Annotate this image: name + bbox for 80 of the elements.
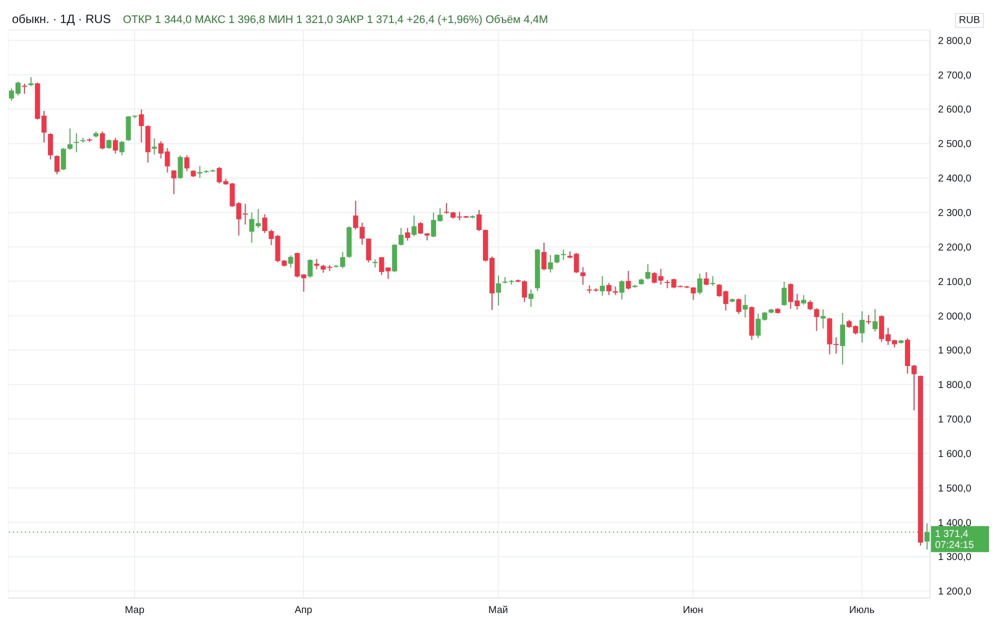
candlestick — [60, 148, 66, 171]
candlestick — [398, 227, 404, 246]
chart-subtitle: ОТКР 1 344,0 МАКС 1 396,8 МИН 1 321,0 ЗАКР 1 371,4 +26,4 (+1,96%) Объём 4,4M — [122, 14, 548, 26]
candlestick — [178, 154, 183, 180]
candlestick — [697, 273, 702, 295]
y-tick-label: 1 700,0 — [938, 414, 972, 426]
candlestick — [366, 238, 372, 263]
x-tick-label: Июль — [849, 605, 875, 616]
candlestick — [742, 294, 748, 318]
candlestick — [580, 266, 586, 286]
candlestick — [54, 154, 60, 175]
candlestick — [866, 314, 872, 325]
candlestick — [736, 298, 742, 314]
candlestick — [476, 210, 482, 232]
candlestick — [710, 276, 716, 286]
text: RUB — [954, 13, 984, 28]
y-tick-label: 1 600,0 — [938, 448, 972, 460]
y-tick-label: 1 200,0 — [938, 586, 972, 598]
candlestick — [184, 154, 190, 172]
candlestick — [522, 280, 527, 302]
candlestick — [606, 282, 612, 296]
candlestick — [100, 131, 105, 150]
y-tick-label: 2 400,0 — [938, 174, 972, 185]
y-tick-label: 2 300,0 — [938, 208, 972, 219]
candlestick — [262, 214, 268, 234]
y-tick-label: 2 000,0 — [938, 311, 972, 322]
candlestick — [308, 258, 313, 278]
y-tick-label: 1 800,0 — [938, 380, 972, 392]
candlestick — [808, 300, 813, 311]
x-tick-label: Май — [488, 605, 508, 616]
candlestick — [112, 137, 118, 154]
candlestick — [801, 294, 806, 306]
candlestick — [820, 309, 826, 329]
candlestick — [782, 281, 787, 306]
candlestick — [126, 116, 131, 142]
candlestick — [152, 138, 157, 156]
y-tick-label: 2 600,0 — [938, 104, 972, 116]
text: 07:24:15 — [935, 540, 974, 552]
candlestick — [412, 215, 417, 237]
y-tick-label: 2 100,0 — [938, 276, 972, 288]
candlestick — [405, 227, 410, 242]
candlestick — [872, 308, 878, 332]
candlestick — [560, 249, 566, 260]
candlestick — [840, 312, 846, 366]
x-tick-label: Апр — [294, 605, 313, 616]
candlestick — [528, 289, 534, 308]
candlestick — [626, 270, 631, 290]
y-tick-label: 2 700,0 — [938, 70, 972, 82]
x-tick-label: Мар — [124, 605, 145, 616]
candlestick — [67, 128, 72, 150]
y-tick-label: 1 900,0 — [938, 346, 972, 357]
candlestick — [22, 83, 27, 94]
candlestick — [418, 222, 424, 235]
candlestick — [314, 258, 320, 270]
candlestick — [496, 274, 501, 306]
candlestick — [74, 132, 79, 153]
candlestick — [106, 138, 112, 150]
candlestick — [704, 272, 709, 286]
candlestick — [119, 140, 124, 156]
candlestick — [288, 254, 294, 268]
y-tick-label: 2 500,0 — [938, 139, 972, 150]
candlestick — [619, 280, 624, 300]
candlestick — [171, 170, 176, 195]
candlestick — [197, 165, 202, 179]
y-tick-label: 1 500,0 — [938, 483, 972, 494]
candlestick — [138, 109, 144, 144]
candlestick — [541, 242, 546, 271]
y-tick-label: 2 800,0 — [938, 36, 972, 47]
y-tick-label: 2 200,0 — [938, 242, 972, 254]
candlestick — [690, 286, 696, 300]
ref-line-label: 1 371,4 — [935, 529, 969, 540]
chart-title: обыкн. · 1Д · RUS — [12, 12, 111, 26]
candlestick — [48, 132, 53, 160]
candlestick — [860, 310, 865, 344]
y-tick-label: 1 300,0 — [938, 552, 972, 564]
candlestick — [548, 254, 553, 273]
candlestick — [645, 264, 650, 280]
candlestick — [814, 308, 820, 332]
x-tick-label: Июн — [682, 605, 704, 616]
candlestick — [600, 276, 605, 296]
